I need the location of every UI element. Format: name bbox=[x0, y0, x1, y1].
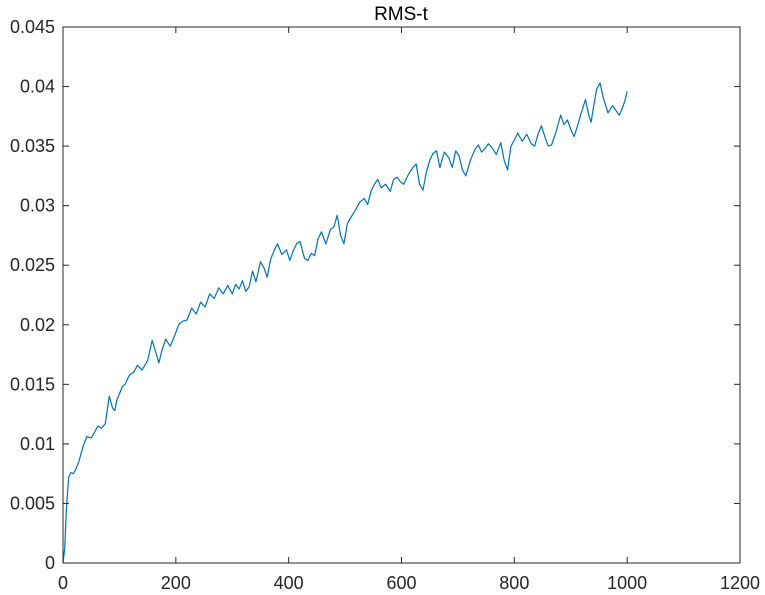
x-axis: 0 200 400 600 800 1000 1200 bbox=[58, 27, 760, 593]
y-axis: 0 0.005 0.01 0.015 0.02 0.025 0.03 0.035 0.04 0.0… bbox=[10, 17, 740, 573]
x-tick-label: 800 bbox=[499, 573, 529, 593]
y-tick-label: 0.03 bbox=[20, 196, 55, 216]
x-tick-label: 1000 bbox=[607, 573, 647, 593]
x-tick-label: 400 bbox=[274, 573, 304, 593]
x-tick-label: 0 bbox=[58, 573, 68, 593]
y-tick-label: 0.01 bbox=[20, 434, 55, 454]
y-tick-label: 0 bbox=[45, 553, 55, 573]
x-tick-label: 200 bbox=[161, 573, 191, 593]
y-tick-label: 0.015 bbox=[10, 374, 55, 394]
y-tick-label: 0.025 bbox=[10, 255, 55, 275]
y-tick-label: 0.04 bbox=[20, 77, 55, 97]
axes-box bbox=[62, 26, 741, 564]
x-tick-label: 1200 bbox=[720, 573, 760, 593]
rms-series-line bbox=[62, 82, 628, 564]
chart-title: RMS-t bbox=[374, 4, 429, 25]
y-tick-label: 0.035 bbox=[10, 136, 55, 156]
y-tick-label: 0.045 bbox=[10, 17, 55, 37]
plot-area bbox=[62, 26, 741, 564]
x-tick-label: 600 bbox=[386, 573, 416, 593]
y-tick-label: 0.005 bbox=[10, 493, 55, 513]
y-tick-label: 0.02 bbox=[20, 315, 55, 335]
